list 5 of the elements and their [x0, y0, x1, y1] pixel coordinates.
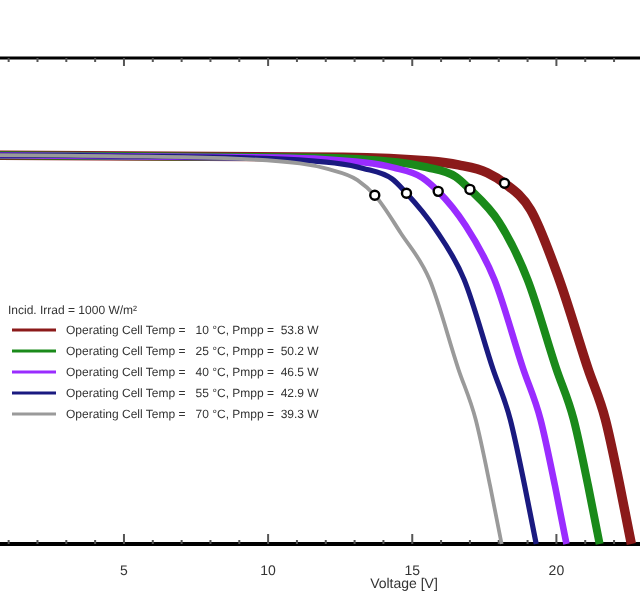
point — [464, 183, 476, 196]
point — [369, 189, 381, 201]
point — [400, 187, 413, 200]
point — [432, 185, 444, 198]
point — [498, 177, 511, 189]
